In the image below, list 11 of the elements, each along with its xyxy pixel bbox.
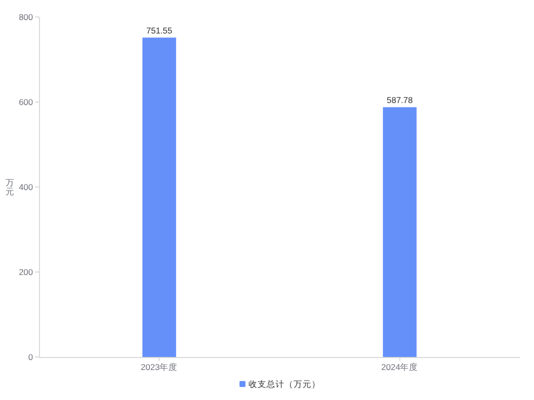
y-tick-label: 0 (28, 352, 33, 362)
x-tick-label: 2023年度 (140, 362, 178, 372)
legend-label: 收支总计（万元） (248, 379, 320, 389)
y-tick-label: 600 (18, 97, 33, 107)
y-tick-label: 800 (18, 12, 33, 22)
y-tick-label: 400 (18, 182, 33, 192)
data-label: 587.78 (386, 95, 413, 106)
x-tick-label: 2024年度 (381, 362, 418, 372)
y-axis-title: 万元 (6, 178, 14, 196)
data-label: 751.55 (146, 26, 172, 36)
y-tick-label: 200 (18, 267, 33, 277)
